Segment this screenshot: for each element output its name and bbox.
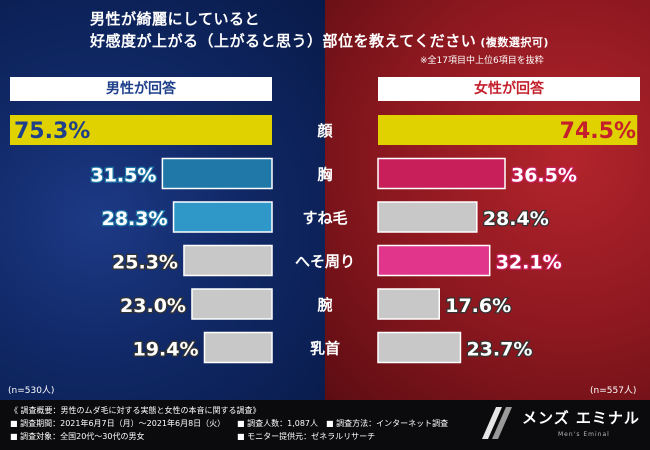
survey-monitor-provider: ■ モニター提供元：ゼネラルリサーチ (237, 432, 376, 441)
male-value-label-4: 23.0% (120, 295, 186, 317)
brand-logo: メンズ エミナル Men's Eminal (478, 401, 646, 447)
female-bar-5 (377, 331, 462, 364)
category-label-0: 顔 (316, 122, 333, 140)
female-bar-3 (377, 244, 491, 277)
female-header: 女性が回答 (378, 77, 640, 101)
male-bar-4 (191, 288, 273, 320)
female-value-label-2: 28.4% (483, 208, 549, 230)
male-bar-5 (203, 331, 273, 364)
female-value-label-4: 17.6% (445, 295, 511, 317)
female-value-label-5: 23.7% (466, 339, 532, 361)
male-header: 男性が回答 (10, 77, 272, 101)
bar-chart: 顔 75.3% 74.5% 胸 31.5% 36.5% すね毛 28.3% 28.4% へそ周り 2… (10, 115, 638, 364)
chart-subnote: ※全17項目中上位6項目を抜粋 (420, 56, 544, 66)
survey-count-method: ■ 調査人数：1,087人 ■ 調査方法：インターネット調査 (237, 419, 449, 428)
chart-title-line2: 好感度が上がる（上がると思う）部位を教えてください (複数選択可) (90, 30, 549, 51)
male-sample-size: (n=530人) (8, 386, 55, 396)
male-value-label-0: 75.3% (14, 119, 90, 144)
logo-text: メンズ エミナル (522, 409, 640, 427)
male-bar-0 (10, 115, 272, 145)
category-label-3: へそ周り (295, 253, 355, 271)
female-sample-size: (n=557人) (590, 386, 637, 396)
male-bar-3 (183, 244, 273, 277)
female-value-label-1: 36.5% (511, 165, 577, 187)
chart-title-main: 好感度が上がる（上がると思う）部位を教えてください (90, 32, 477, 50)
female-bar-1 (377, 157, 506, 190)
survey-target: ■ 調査対象：全国20代〜30代の男女 (10, 432, 145, 441)
chart-title-line1: 男性が綺麗にしていると (90, 10, 261, 28)
male-value-label-3: 25.3% (112, 252, 178, 274)
female-value-label-0: 74.5% (560, 119, 636, 144)
survey-summary-title: 《 調査概要：男性のムダ毛に対する実態と女性の本音に関する調査》 (10, 406, 261, 415)
female-bar-0 (378, 115, 638, 145)
category-label-5: 乳首 (310, 340, 340, 358)
category-label-4: 腕 (317, 296, 332, 314)
male-value-label-2: 28.3% (102, 208, 168, 230)
male-value-label-5: 19.4% (133, 339, 199, 361)
male-bar-2 (172, 201, 273, 233)
female-value-label-3: 32.1% (496, 252, 562, 274)
category-label-1: 胸 (317, 166, 332, 184)
female-bar-2 (377, 201, 478, 233)
logo-subtext: Men's Eminal (558, 431, 610, 438)
survey-period: ■ 調査期間：2021年6月7日（月）〜2021年6月8日（火） (10, 419, 226, 428)
male-bar-1 (161, 157, 273, 190)
footer-background (0, 400, 650, 450)
category-label-2: すね毛 (302, 209, 347, 227)
logo-mark-icon (482, 407, 512, 439)
male-value-label-1: 31.5% (90, 165, 156, 187)
female-bar-4 (377, 288, 440, 320)
chart-title-note: (複数選択可) (480, 36, 549, 49)
